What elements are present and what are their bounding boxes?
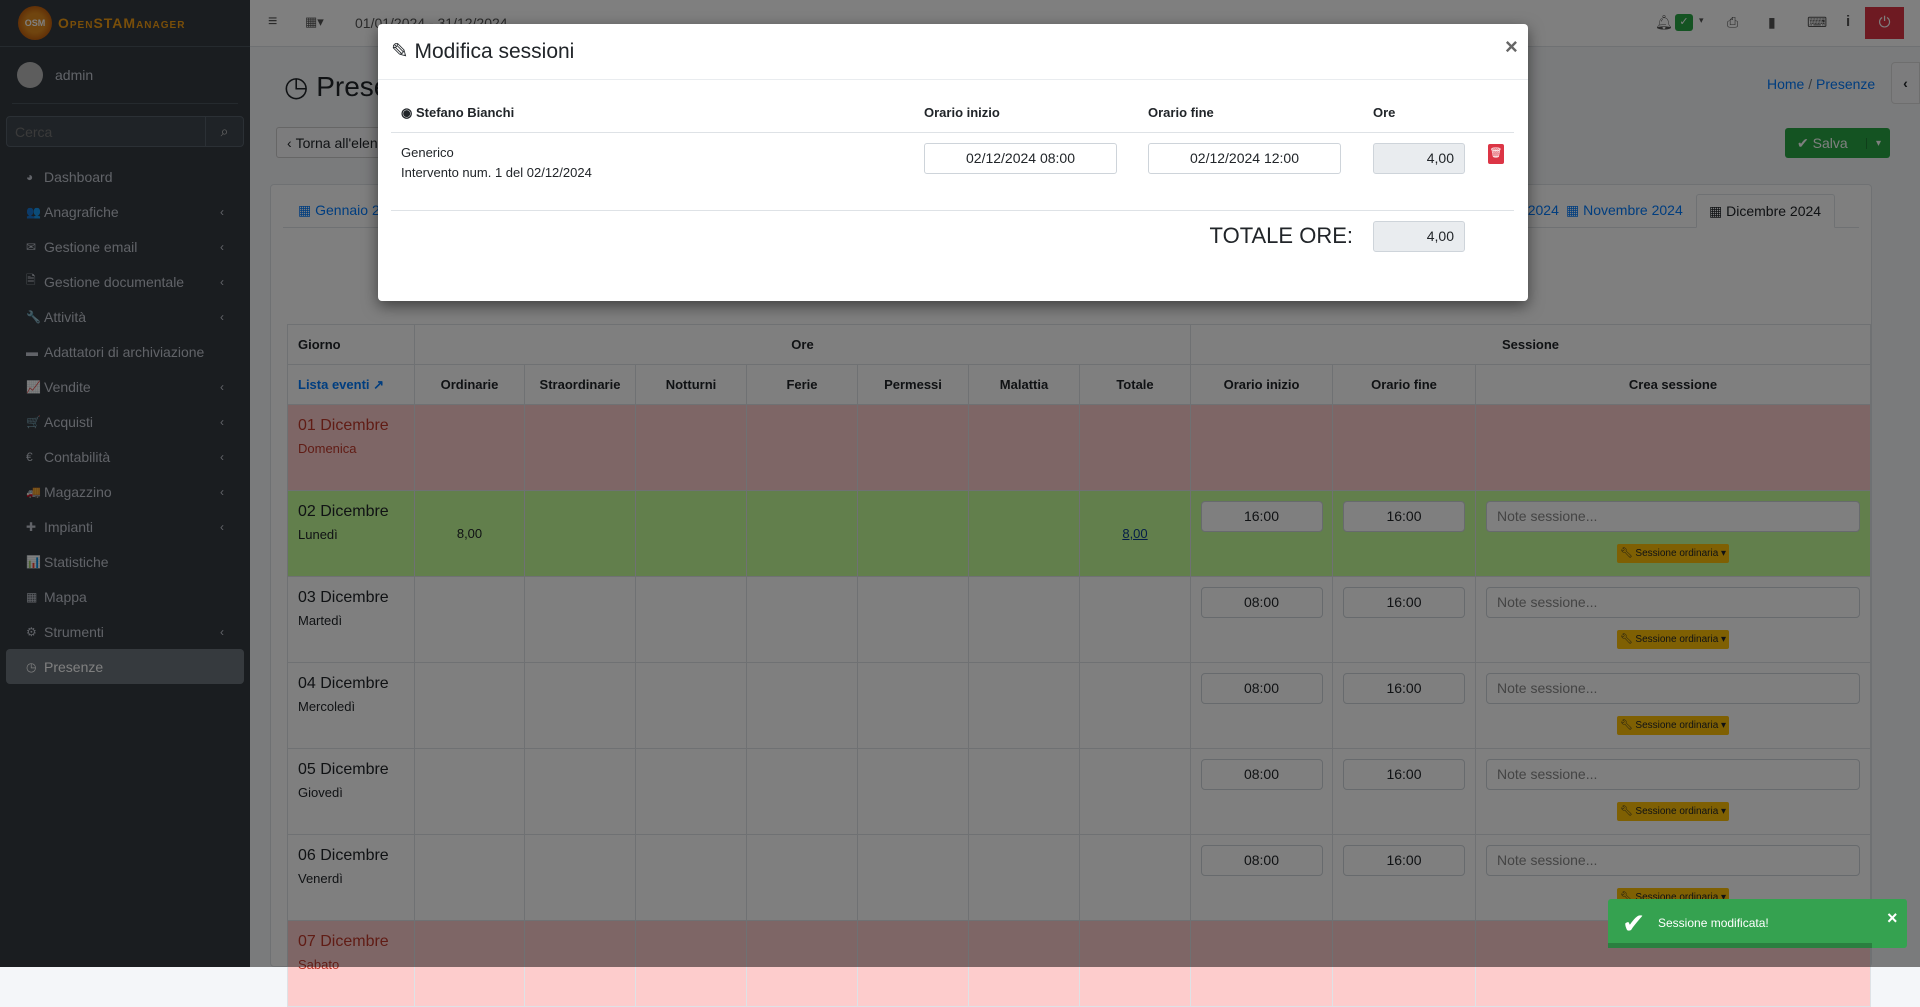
toast-close-icon[interactable]: × xyxy=(1887,908,1898,928)
modal-title: ✎ Modifica sessioni xyxy=(391,40,575,63)
session-hours-field: 4,00 xyxy=(1373,143,1465,174)
employee-name: ◉ Stefano Bianchi xyxy=(401,105,515,120)
close-icon[interactable]: × xyxy=(1505,34,1518,59)
divider xyxy=(391,210,1514,211)
pencil-icon: ✎ xyxy=(391,40,409,63)
divider xyxy=(391,132,1514,133)
col-orario-inizio: Orario inizio xyxy=(924,105,1000,120)
checkmark-icon: ✔ xyxy=(1622,908,1646,939)
total-hours-label: TOTALE ORE: xyxy=(1209,223,1353,248)
trash-icon: 🗑︎ xyxy=(1489,148,1503,159)
total-hours-field: 4,00 xyxy=(1373,221,1465,252)
toast-message: Sessione modificata! xyxy=(1658,916,1769,930)
modal-header: ✎ Modifica sessioni × xyxy=(378,24,1528,80)
toast-progress-bar xyxy=(1608,943,1872,948)
session-end-input[interactable]: 02/12/2024 12:00 xyxy=(1148,143,1341,174)
session-type: Generico xyxy=(401,145,454,160)
delete-session-button[interactable]: 🗑︎ xyxy=(1488,144,1504,164)
session-start-input[interactable]: 02/12/2024 08:00 xyxy=(924,143,1117,174)
success-toast: ✔ Sessione modificata! × xyxy=(1608,899,1907,948)
col-ore: Ore xyxy=(1373,105,1396,120)
col-orario-fine: Orario fine xyxy=(1148,105,1214,120)
session-description: Intervento num. 1 del 02/12/2024 xyxy=(401,165,592,180)
edit-sessions-modal: ✎ Modifica sessioni × ◉ Stefano Bianchi … xyxy=(378,24,1528,301)
user-circle-icon: ◉ xyxy=(401,105,416,120)
